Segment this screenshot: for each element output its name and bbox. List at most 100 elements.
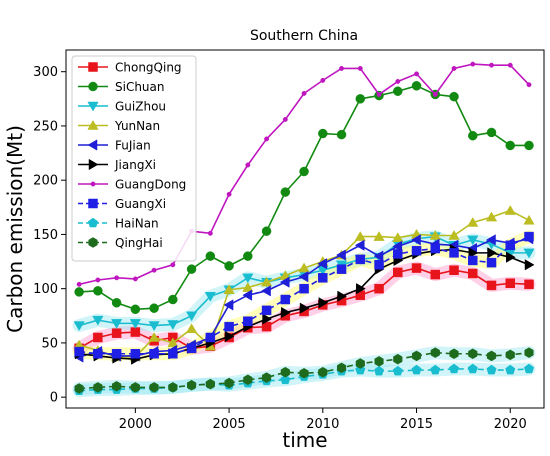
data-point-guizhou (110, 319, 123, 329)
data-point-guangxi (318, 273, 328, 283)
data-point-yunnan (167, 337, 179, 348)
data-point-sichuan (468, 130, 478, 141)
data-point-chongqing (524, 279, 534, 290)
data-point-qinghai (187, 379, 197, 391)
data-point-sichuan (393, 86, 403, 96)
data-point-guizhou (92, 315, 104, 326)
data-point-guizhou (523, 248, 535, 259)
data-point-chongqing (430, 269, 441, 280)
legend-label: GuiZhou (115, 100, 166, 114)
data-point-guangxi (355, 254, 366, 265)
y-axis-title: Carbon emission(Mt) (3, 125, 27, 333)
data-point-sichuan (299, 166, 309, 177)
data-point-fujian (486, 234, 496, 246)
data-point-guangdong (95, 277, 101, 283)
data-point-qinghai (149, 382, 159, 393)
data-point-guangdong (432, 92, 438, 97)
data-point-yunnan (354, 231, 366, 241)
data-point-qinghai (468, 348, 478, 360)
data-point-qinghai (336, 362, 347, 374)
data-point-guangdong (489, 62, 494, 68)
data-point-qinghai (280, 366, 290, 378)
y-tick-label: 300 (33, 65, 58, 80)
data-point-chongqing (486, 280, 497, 291)
data-point-jiangxi (524, 259, 535, 271)
data-point-guizhou (185, 311, 198, 322)
data-point-fujian (279, 276, 290, 288)
legend-entry-chongqing: ChongQing (78, 61, 182, 75)
data-point-qinghai (243, 374, 253, 386)
x-tick-label: 2005 (213, 417, 246, 432)
data-point-guizhou (129, 319, 141, 329)
data-point-qinghai (112, 381, 122, 392)
data-point-chongqing (449, 265, 459, 275)
data-point-qinghai (205, 378, 215, 390)
data-point-sichuan (449, 91, 459, 102)
data-point-yunnan (223, 284, 235, 294)
data-point-yunnan (185, 323, 198, 334)
data-point-sichuan (505, 140, 516, 151)
data-point-jiangxi (224, 330, 235, 343)
y-tick-label: 200 (33, 174, 58, 189)
data-point-guangdong (151, 267, 157, 273)
data-point-sichuan (186, 264, 197, 274)
data-point-qinghai (505, 349, 515, 361)
y-tick-label: 100 (33, 282, 58, 297)
data-point-guangxi (336, 264, 347, 274)
data-point-sichuan (205, 251, 216, 261)
data-point-yunnan (148, 331, 160, 342)
y-tick-label: 50 (41, 336, 58, 351)
data-point-fujian (223, 299, 234, 311)
data-point-guangdong (170, 262, 176, 268)
legend-marker (87, 101, 99, 112)
data-point-guangdong (451, 65, 457, 71)
series-guangdong (76, 61, 532, 287)
data-point-sichuan (130, 304, 141, 315)
data-point-qinghai (130, 382, 140, 393)
data-point-qinghai (93, 382, 103, 393)
legend-marker (87, 139, 98, 151)
data-point-fujian (298, 271, 309, 283)
data-point-guangdong (207, 230, 213, 236)
data-point-sichuan (243, 251, 253, 261)
data-point-chongqing (505, 278, 516, 288)
data-point-jiangxi (356, 283, 366, 295)
data-point-qinghai (449, 348, 459, 360)
data-point-hainan (523, 363, 535, 374)
data-point-guangxi (205, 332, 216, 343)
data-point-guangdong (357, 65, 363, 71)
data-point-fujian (261, 285, 271, 297)
legend-marker (87, 120, 99, 130)
data-point-guangxi (411, 245, 422, 256)
data-point-sichuan (411, 81, 422, 91)
data-point-guangdong (320, 77, 326, 83)
legend-entry-hainan: HaiNan (78, 217, 159, 231)
data-point-yunnan (260, 276, 273, 287)
data-point-sichuan (336, 129, 347, 140)
data-point-guangxi (130, 349, 141, 359)
data-point-yunnan (467, 216, 479, 227)
y-tick-label: 0 (50, 391, 58, 406)
data-point-qinghai (355, 358, 365, 369)
data-point-guangxi (393, 249, 403, 259)
data-point-chongqing (374, 283, 384, 294)
legend-entry-qinghai: QingHai (78, 236, 163, 250)
series-sichuan (74, 81, 534, 315)
data-point-qinghai (411, 350, 422, 362)
data-point-yunnan (485, 211, 498, 222)
data-point-hainan (411, 364, 422, 375)
x-tick-label: 2015 (400, 417, 433, 432)
data-point-hainan (486, 364, 497, 375)
data-point-yunnan (429, 230, 441, 240)
data-point-qinghai (486, 350, 497, 362)
data-point-yunnan (523, 214, 535, 225)
y-tick-label: 150 (33, 228, 58, 243)
data-point-jiangxi (468, 247, 479, 259)
data-point-fujian (411, 234, 421, 246)
data-point-jiangxi (262, 313, 273, 325)
data-point-yunnan (392, 232, 404, 242)
data-point-sichuan (355, 94, 366, 104)
legend-entry-fujian: FuJian (78, 139, 151, 153)
data-point-guangxi (374, 260, 384, 270)
data-point-qinghai (224, 377, 234, 389)
